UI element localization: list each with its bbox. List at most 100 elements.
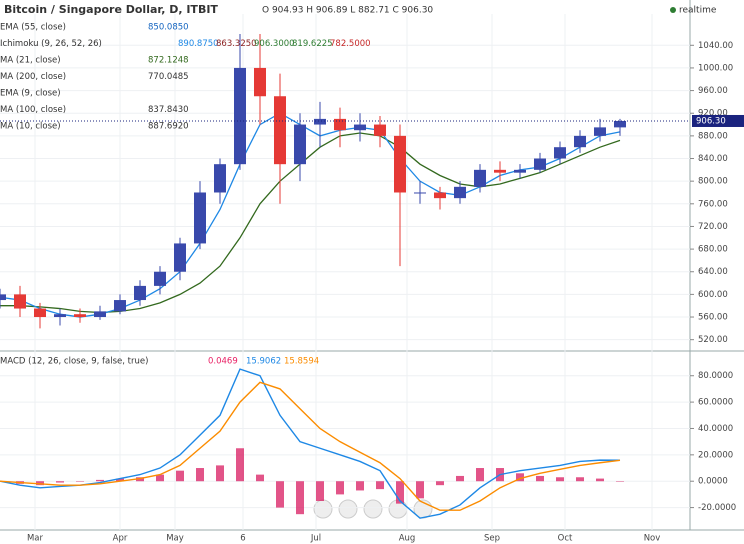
y-tick-label: 560.00 xyxy=(698,313,728,323)
candle-body xyxy=(194,192,206,244)
scroll-left[interactable] xyxy=(313,499,333,519)
candle-body xyxy=(534,158,546,170)
status: realtime xyxy=(679,6,717,16)
legend-label: Ichimoku (9, 26, 52, 26) xyxy=(0,39,102,49)
y-tick-label: 840.00 xyxy=(698,154,728,164)
candle-body xyxy=(154,271,166,286)
histogram-bar xyxy=(156,474,164,482)
status-dot xyxy=(670,7,676,13)
y-tick-label: 0.0000 xyxy=(698,477,728,487)
legend-label: EMA (55, close) xyxy=(0,23,66,33)
y-tick-label: -20.0000 xyxy=(698,503,736,513)
x-tick-label: Apr xyxy=(113,534,128,544)
candle-body xyxy=(614,120,626,128)
macd-line xyxy=(0,381,621,511)
candle-body xyxy=(114,300,126,312)
histogram-bar xyxy=(116,478,124,482)
legend-value: 890.8750 xyxy=(178,39,219,49)
candle-body xyxy=(174,243,186,272)
x-tick-label: Aug xyxy=(399,534,416,544)
zoom-out[interactable] xyxy=(338,499,358,519)
candle-body xyxy=(494,169,506,173)
candle-body xyxy=(394,135,406,193)
legend-label: MA (21, close) xyxy=(0,56,61,66)
y-tick-label: 600.00 xyxy=(698,290,728,300)
candle-body xyxy=(554,147,566,159)
histogram-bar xyxy=(96,479,104,482)
histogram-bar xyxy=(416,481,424,499)
candle-body xyxy=(134,285,146,301)
histogram-bar xyxy=(296,481,304,515)
histogram-bar xyxy=(476,468,484,482)
legend-value: 837.8430 xyxy=(148,105,189,115)
macd-value: 15.9062 xyxy=(246,357,281,367)
y-tick-label: 1000.00 xyxy=(698,63,733,73)
histogram-bar xyxy=(516,473,524,482)
last-price-tag xyxy=(692,114,744,127)
y-tick-label: 1040.00 xyxy=(698,41,733,51)
candle-body xyxy=(594,127,606,136)
candle-body xyxy=(354,124,366,131)
reset[interactable] xyxy=(363,499,383,519)
histogram-bar xyxy=(396,481,404,504)
histogram-bar xyxy=(236,448,244,482)
histogram-bar xyxy=(436,481,444,486)
candle-body xyxy=(54,314,66,318)
candle-body xyxy=(374,124,386,136)
histogram-bar xyxy=(316,481,324,501)
x-tick-label: Oct xyxy=(558,534,573,544)
y-tick-label: 20.0000 xyxy=(698,450,733,460)
candle-body xyxy=(274,96,286,165)
histogram-bar xyxy=(376,481,384,490)
x-tick-label: 6 xyxy=(240,534,245,544)
candle-body xyxy=(294,124,306,165)
x-tick-label: May xyxy=(166,534,184,544)
legend-value: 887.6920 xyxy=(148,122,189,132)
histogram-bar xyxy=(276,481,284,508)
ohlc-readout: O 904.93 H 906.89 L 882.71 C 906.30 xyxy=(262,6,433,16)
candle-body xyxy=(234,67,246,165)
legend-label: MA (10, close) xyxy=(0,122,61,132)
legend-value: 782.5000 xyxy=(330,39,371,49)
legend-label: MA (100, close) xyxy=(0,105,66,115)
candle-body xyxy=(474,169,486,187)
candle-body xyxy=(74,314,86,318)
macd-label: MACD (12, 26, close, 9, false, true) xyxy=(0,357,148,367)
histogram-bar xyxy=(616,481,624,482)
candle-body xyxy=(514,169,526,173)
y-tick-label: 880.00 xyxy=(698,131,728,141)
y-tick-label: 960.00 xyxy=(698,86,728,96)
y-tick-label: 40.0000 xyxy=(698,424,733,434)
legend-value: 906.3000 xyxy=(254,39,295,49)
candle-body xyxy=(254,67,266,97)
histogram-bar xyxy=(176,470,184,482)
histogram-bar xyxy=(256,474,264,482)
histogram-bar xyxy=(596,478,604,482)
scroll-controls xyxy=(313,499,433,519)
histogram-bar xyxy=(56,481,64,483)
y-tick-label: 760.00 xyxy=(698,199,728,209)
x-tick-label: Mar xyxy=(27,534,44,544)
y-tick-label: 80.0000 xyxy=(698,371,733,381)
candle-body xyxy=(14,294,26,309)
histogram-bar xyxy=(196,468,204,482)
y-tick-label: 60.0000 xyxy=(698,398,733,408)
legend-value: 872.1248 xyxy=(148,56,189,66)
legend-value: 819.6225 xyxy=(292,39,333,49)
candle-body xyxy=(214,164,226,193)
last-price-label: 906.30 xyxy=(696,116,726,126)
x-tick-label: Sep xyxy=(484,534,500,544)
candle-body xyxy=(454,186,466,199)
x-tick-label: Nov xyxy=(644,534,661,544)
x-tick-label: Jul xyxy=(310,534,321,544)
candle-body xyxy=(434,192,446,199)
chart-title: Bitcoin / Singapore Dollar, D, ITBIT xyxy=(4,3,218,16)
candle-body xyxy=(34,308,46,318)
macd-value: 0.0469 xyxy=(208,357,238,367)
legend-label: MA (200, close) xyxy=(0,72,66,82)
histogram-bar xyxy=(456,475,464,482)
candle-body xyxy=(334,118,346,131)
histogram-bar xyxy=(576,477,584,482)
legend-value: 850.0850 xyxy=(148,23,189,33)
